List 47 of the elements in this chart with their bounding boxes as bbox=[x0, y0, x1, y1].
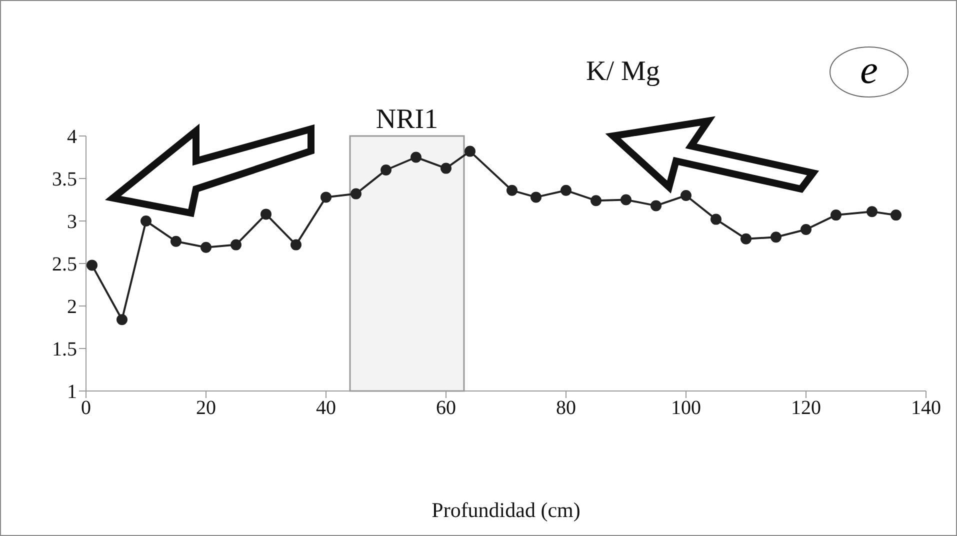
point bbox=[710, 214, 722, 225]
x-tick-label: 20 bbox=[196, 397, 216, 420]
x-tick-label: 140 bbox=[911, 397, 941, 420]
point bbox=[260, 208, 272, 220]
point bbox=[830, 210, 842, 221]
point bbox=[680, 190, 692, 201]
y-tick-label: 3.5 bbox=[52, 168, 77, 191]
point bbox=[560, 184, 572, 196]
y-tick-label: 2 bbox=[67, 296, 77, 318]
point bbox=[86, 260, 98, 271]
point bbox=[440, 162, 452, 174]
point bbox=[506, 184, 518, 196]
point bbox=[530, 192, 542, 203]
x-tick-label: 40 bbox=[316, 397, 336, 420]
point bbox=[380, 164, 392, 176]
text: e bbox=[859, 47, 879, 92]
point bbox=[116, 314, 128, 326]
y-tick-label: 3 bbox=[67, 211, 77, 234]
band-label: NRI1 bbox=[376, 104, 438, 135]
y-tick-label: 2.5 bbox=[52, 254, 77, 276]
point bbox=[650, 200, 662, 212]
point bbox=[140, 216, 152, 226]
point bbox=[770, 232, 782, 243]
x-tick-label: 0 bbox=[81, 397, 91, 420]
point bbox=[170, 236, 182, 247]
chart-title: K/ Mg bbox=[586, 56, 660, 88]
point bbox=[890, 210, 902, 221]
point bbox=[320, 192, 332, 203]
point bbox=[464, 146, 476, 157]
point bbox=[800, 224, 812, 235]
y-tick-label: 1.5 bbox=[52, 338, 77, 361]
point bbox=[290, 239, 302, 250]
point bbox=[230, 239, 242, 250]
point bbox=[866, 206, 878, 218]
point bbox=[620, 194, 632, 206]
y-tick-label: 1 bbox=[67, 381, 77, 404]
point bbox=[350, 188, 362, 200]
y-tick-label: 4 bbox=[67, 126, 77, 148]
x-tick-label: 100 bbox=[671, 397, 701, 420]
x-axis-title: Profundidad (cm) bbox=[432, 498, 580, 522]
x-tick-label: 60 bbox=[436, 397, 456, 420]
point bbox=[200, 242, 212, 253]
x-tick-label: 120 bbox=[791, 397, 821, 420]
point bbox=[590, 195, 602, 206]
point bbox=[740, 233, 752, 244]
x-tick-label: 80 bbox=[556, 397, 576, 420]
point bbox=[410, 152, 422, 163]
